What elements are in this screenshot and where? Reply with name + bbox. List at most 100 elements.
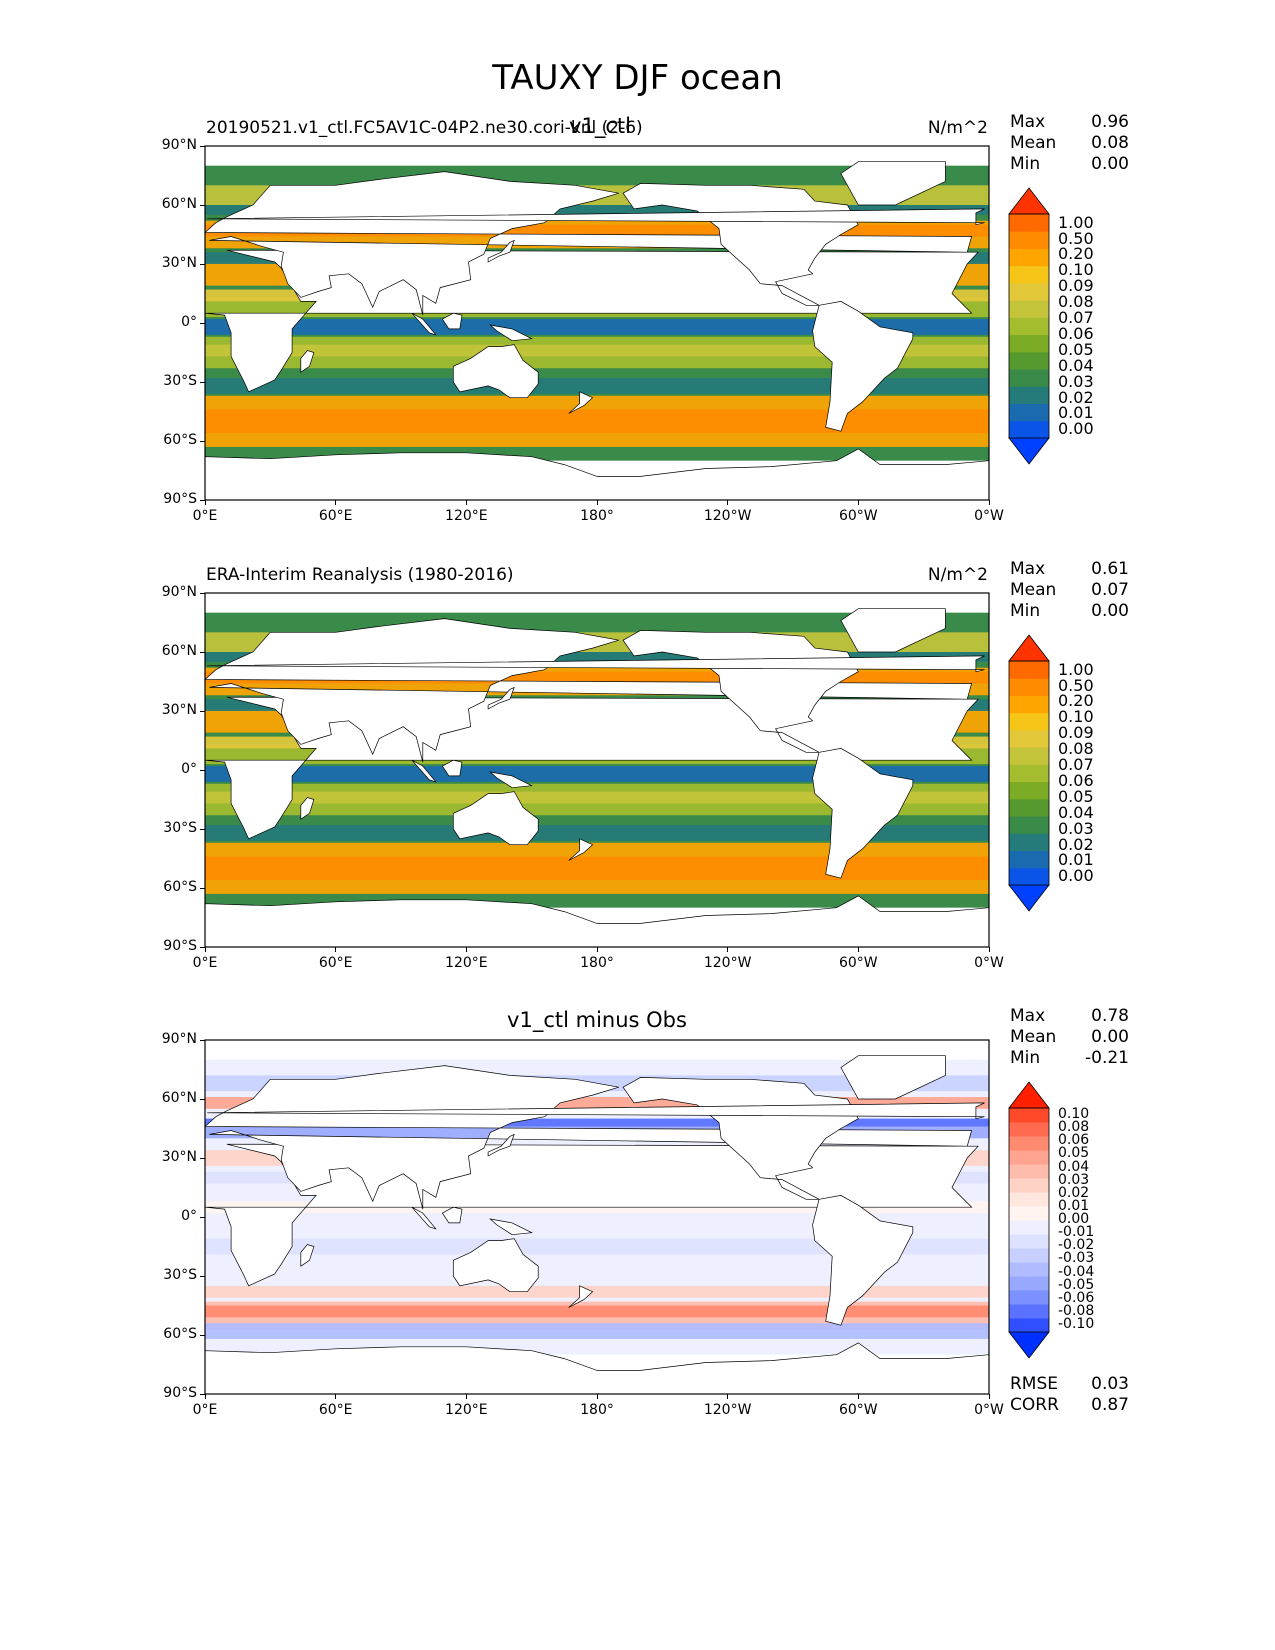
colorbar-tick-label: 1.00 <box>1058 212 1094 232</box>
y-tick-label: 0° <box>181 314 197 330</box>
panel3-colorbar <box>1008 1081 1050 1359</box>
colorbar-segment <box>1009 1136 1049 1151</box>
colorbar-tick-label: 0.08 <box>1058 1119 1090 1136</box>
field-band <box>205 319 989 335</box>
colorbar-segment <box>1009 833 1049 852</box>
colorbar-segment <box>1009 781 1049 800</box>
y-tick-mark <box>200 651 205 653</box>
landmass-outline <box>207 208 985 226</box>
panel1-max-label: Max <box>1010 112 1046 132</box>
colorbar-extend-max <box>1008 634 1050 662</box>
x-tick-label: 120°E <box>445 955 488 971</box>
y-tick-mark <box>200 592 205 594</box>
panel3-min-value: -0.21 <box>1085 1048 1129 1068</box>
colorbar-tick-label: 0.09 <box>1058 276 1094 296</box>
y-tick-label: 60°S <box>163 1326 197 1342</box>
y-tick-mark <box>200 1216 205 1218</box>
panel1-mean-value: 0.08 <box>1091 133 1129 153</box>
panel3-min-label: Min <box>1010 1048 1041 1068</box>
field-band <box>205 671 989 684</box>
y-tick-mark <box>200 1098 205 1100</box>
colorbar-tick-label: 0.05 <box>1058 1145 1090 1162</box>
landmass-outline <box>812 1195 914 1326</box>
field-band <box>205 650 989 662</box>
landmass-outline <box>300 797 315 820</box>
x-tick-mark <box>465 1394 467 1399</box>
colorbar-segment <box>1009 867 1049 886</box>
colorbar-tick-label: 0.05 <box>1058 339 1094 359</box>
colorbar-segment <box>1009 850 1049 869</box>
panel1-mean-label: Mean <box>1010 133 1057 153</box>
landmass-outline <box>489 1218 533 1236</box>
panel1-title-center: v1_ctl <box>569 114 631 138</box>
y-tick-mark <box>200 381 205 383</box>
x-tick-mark <box>335 947 337 952</box>
colorbar-segment <box>1009 1108 1049 1123</box>
landmass-outline <box>300 350 315 373</box>
colorbar-tick-label: 0.20 <box>1058 691 1094 711</box>
colorbar-segment <box>1009 334 1049 353</box>
y-tick-mark <box>200 1334 205 1336</box>
colorbar-segment <box>1009 1150 1049 1165</box>
y-tick-mark <box>200 322 205 324</box>
colorbar-frame <box>1008 660 1050 886</box>
x-tick-mark <box>988 947 990 952</box>
y-tick-label: 60°N <box>161 643 197 659</box>
field-band <box>205 791 989 804</box>
y-tick-label: 90°N <box>161 584 197 600</box>
landmass-outline <box>489 324 533 342</box>
panel2-min-label: Min <box>1010 601 1041 621</box>
colorbar-tick-label: -0.10 <box>1058 1316 1095 1332</box>
x-tick-mark <box>857 500 859 505</box>
panel2-title-left: ERA-Interim Reanalysis (1980-2016) <box>206 565 514 585</box>
colorbar-tick-label: -0.03 <box>1058 1250 1095 1267</box>
x-tick-label: 120°W <box>703 508 752 524</box>
colorbar-segment <box>1009 386 1049 405</box>
colorbar-tick-label: 0.50 <box>1058 228 1094 248</box>
y-tick-label: 90°S <box>163 938 197 954</box>
y-tick-label: 0° <box>181 761 197 777</box>
landmass-outline <box>452 791 539 846</box>
colorbar-extend-min <box>1008 437 1050 465</box>
landmass-outline <box>300 1244 315 1267</box>
colorbar-tick-label: -0.01 <box>1058 1224 1095 1241</box>
field-band <box>205 378 989 394</box>
y-tick-label: 30°S <box>163 1267 197 1283</box>
landmass-outline <box>441 759 463 777</box>
y-tick-mark <box>200 828 205 830</box>
panel2-map <box>204 592 990 948</box>
x-tick-label: 180° <box>580 1402 614 1418</box>
colorbar-tick-label: -0.05 <box>1058 1276 1095 1293</box>
panel2-colorbar <box>1008 634 1050 912</box>
y-tick-label: 90°S <box>163 491 197 507</box>
landmass-outline <box>489 771 533 789</box>
panel1-units: N/m^2 <box>927 118 988 138</box>
colorbar-tick-label: 0.00 <box>1058 419 1094 439</box>
colorbar-tick-label: 0.01 <box>1058 1197 1090 1214</box>
landmass-outline <box>411 312 437 336</box>
landmass-outline <box>487 239 515 263</box>
colorbar-tick-label: 0.00 <box>1058 1211 1090 1227</box>
landmass-outline <box>812 301 914 432</box>
colorbar-tick-label: 0.08 <box>1058 292 1094 312</box>
y-tick-mark <box>200 263 205 265</box>
colorbar-frame <box>1008 213 1050 439</box>
colorbar-tick-label: -0.04 <box>1058 1263 1095 1280</box>
colorbar-segment <box>1009 231 1049 249</box>
panel2-min-value: 0.00 <box>1091 601 1129 621</box>
colorbar-tick-label: 0.02 <box>1058 1184 1090 1201</box>
colorbar-segment <box>1009 1318 1049 1333</box>
colorbar-segment <box>1009 695 1049 714</box>
y-tick-label: 90°N <box>161 1031 197 1047</box>
field-band <box>205 224 989 237</box>
y-tick-label: 30°N <box>161 255 197 271</box>
x-tick-mark <box>727 500 729 505</box>
colorbar-tick-label: 0.10 <box>1058 260 1094 280</box>
colorbar-segment <box>1009 798 1049 817</box>
y-tick-mark <box>200 440 205 442</box>
colorbar-tick-label: 0.04 <box>1058 355 1094 375</box>
landmass-outline <box>568 391 594 414</box>
colorbar-tick-label: 0.07 <box>1058 308 1094 328</box>
x-tick-mark <box>204 500 206 505</box>
y-tick-label: 60°S <box>163 879 197 895</box>
